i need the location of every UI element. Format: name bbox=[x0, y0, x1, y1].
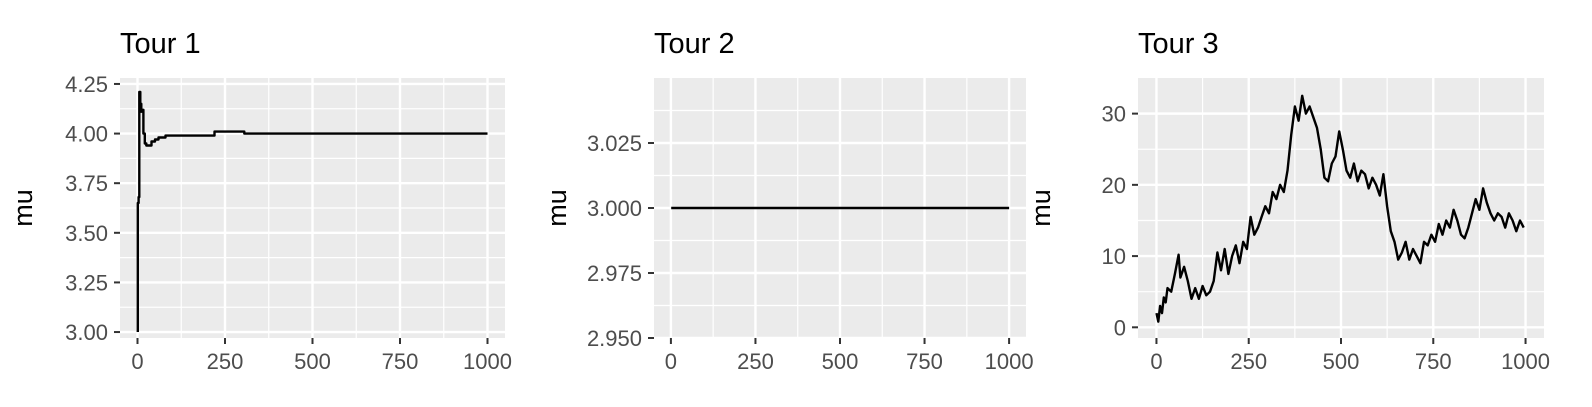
panel-3-x-tick-label: 500 bbox=[1323, 349, 1360, 374]
panel-1-y-tick-label: 4.25 bbox=[65, 72, 108, 97]
panel-1-y-tick-label: 3.25 bbox=[65, 270, 108, 295]
panel-3-y-tick-label: 10 bbox=[1102, 244, 1126, 269]
panel-2-title: Tour 2 bbox=[654, 28, 735, 60]
panel-3-x-tick-label: 1000 bbox=[1501, 349, 1550, 374]
panel-2-x-tick-label: 1000 bbox=[985, 349, 1034, 374]
panel-1-x-tick-label: 0 bbox=[131, 349, 143, 374]
panel-2-y-axis-label: mu bbox=[542, 189, 572, 227]
panel-3-y-tick-label: 30 bbox=[1102, 102, 1126, 127]
panel-3-title: Tour 3 bbox=[1138, 28, 1219, 60]
panel-2-x-tick-label: 500 bbox=[822, 349, 859, 374]
panel-2-y-tick-label: 3.025 bbox=[587, 131, 642, 156]
panel-2-y-tick-label: 2.975 bbox=[587, 261, 642, 286]
panel-1-series-line bbox=[136, 90, 488, 332]
panel-1-y-axis-label: mu bbox=[8, 189, 38, 227]
panel-2-y-tick-label: 2.950 bbox=[587, 326, 642, 351]
panel-3-series-line bbox=[1155, 94, 1525, 323]
panel-1-y-tick-label: 3.50 bbox=[65, 221, 108, 246]
panel-2-x-tick-label: 0 bbox=[665, 349, 677, 374]
panel-1-title: Tour 1 bbox=[120, 28, 201, 60]
panel-1-x-tick-label: 250 bbox=[207, 349, 244, 374]
panel-3-x-tick-label: 750 bbox=[1415, 349, 1452, 374]
panel-3-x-tick-label: 0 bbox=[1150, 349, 1162, 374]
panel-2-y-tick-label: 3.000 bbox=[587, 196, 642, 221]
panel-3-y-tick-label: 0 bbox=[1114, 315, 1126, 340]
panel-1-y-tick-label: 4.00 bbox=[65, 122, 108, 147]
panel-1-x-tick-label: 1000 bbox=[463, 349, 512, 374]
panel-2-x-tick-label: 250 bbox=[737, 349, 774, 374]
panel-1-y-tick-label: 3.00 bbox=[65, 320, 108, 345]
panel-3-x-tick-label: 250 bbox=[1230, 349, 1267, 374]
panel-1-y-tick-label: 3.75 bbox=[65, 171, 108, 196]
panel-1-x-tick-label: 750 bbox=[382, 349, 419, 374]
panel-1-x-tick-label: 500 bbox=[294, 349, 331, 374]
panel-3-y-axis-label: mu bbox=[1026, 189, 1056, 227]
panel-2-x-tick-label: 750 bbox=[906, 349, 943, 374]
panel-3-y-tick-label: 20 bbox=[1102, 173, 1126, 198]
